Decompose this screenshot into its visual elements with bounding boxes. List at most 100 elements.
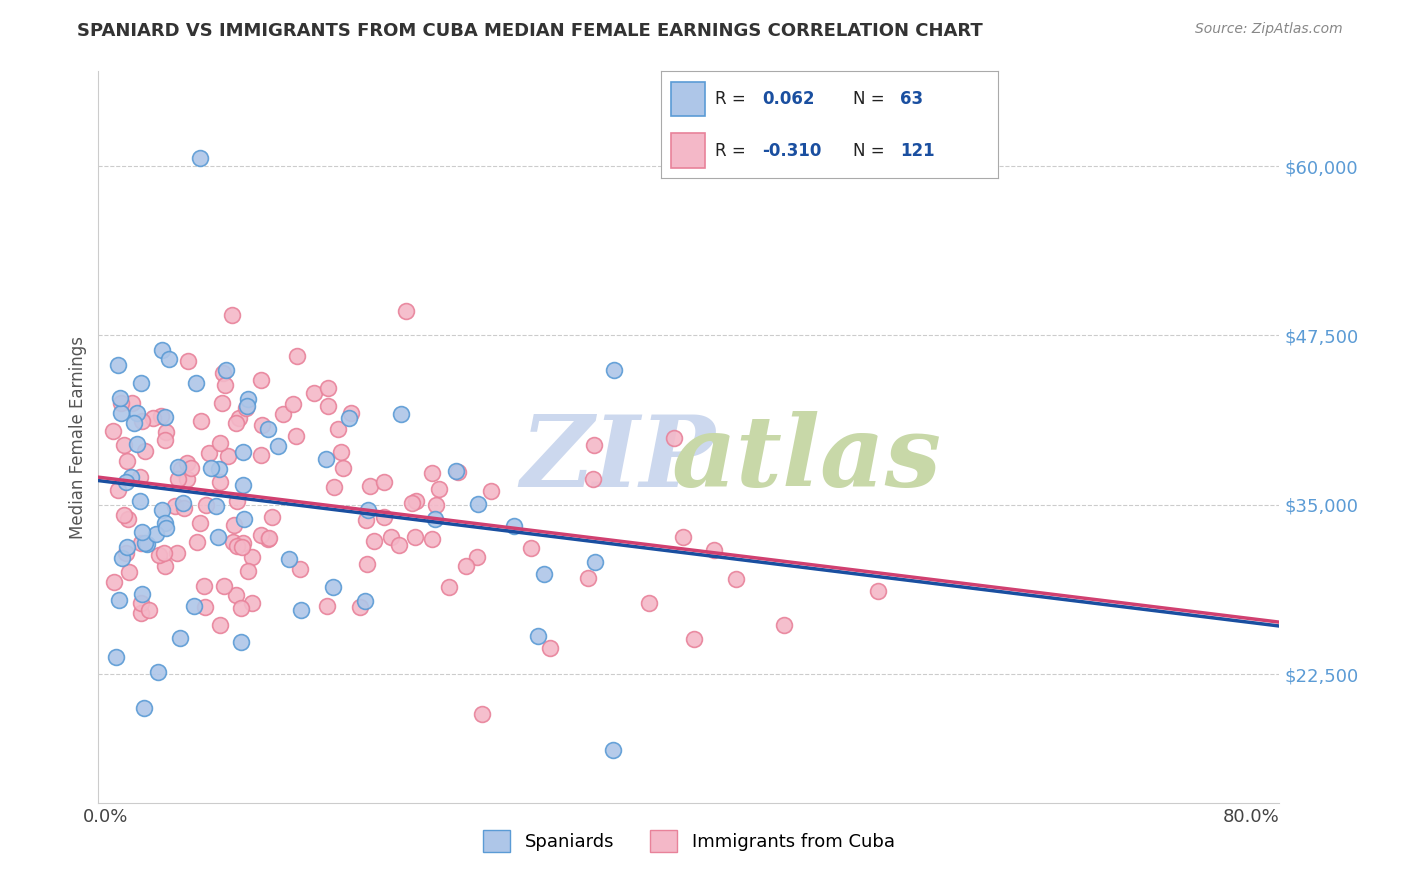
Point [454,559,477,574]
Point [322,581,344,595]
Point [166,546,188,560]
Text: R =: R = [714,90,751,108]
Point [226,494,249,508]
Point [117,565,139,579]
Point [190,414,212,428]
Point [153,558,176,573]
Point [357,503,380,517]
Point [176,456,198,470]
Point [207,530,229,544]
Point [121,396,143,410]
Point [166,472,188,486]
Point [401,496,423,510]
Point [183,599,205,613]
Point [150,343,173,358]
Point [180,460,202,475]
Point [110,406,132,420]
Point [373,475,395,489]
Point [420,466,443,480]
Point [267,439,290,453]
Point [257,422,280,436]
Point [145,526,167,541]
Bar [671,134,704,168]
Point [117,512,139,526]
Point [115,453,138,467]
Point [173,501,195,516]
Point [363,533,385,548]
Point [349,600,371,615]
Point [583,555,606,569]
Text: N =: N = [853,142,890,160]
Point [215,363,238,377]
Point [662,432,685,446]
Point [225,588,247,602]
Point [134,536,156,550]
Point [437,580,460,594]
Point [395,304,418,318]
Point [359,479,381,493]
Point [157,352,180,367]
Point [222,517,245,532]
Point [101,424,124,438]
Point [195,498,218,512]
Text: ZIP: ZIP [520,411,716,508]
Point [148,548,170,562]
Point [228,411,250,425]
Text: -0.310: -0.310 [762,142,821,160]
Point [150,502,173,516]
Point [232,445,254,459]
Point [107,358,129,372]
Point [773,618,796,632]
Bar [671,82,704,116]
Point [250,418,273,433]
Point [467,549,489,564]
Point [290,562,312,576]
Text: 121: 121 [900,142,935,160]
Point [110,396,132,410]
Point [125,406,148,420]
Point [188,516,211,530]
Point [115,546,138,560]
Point [112,508,135,522]
Point [602,743,624,757]
Point [582,472,605,486]
Point [112,438,135,452]
Point [285,429,308,443]
Point [177,354,200,368]
Point [576,571,599,585]
Point [153,516,176,531]
Point [132,701,155,715]
Point [155,425,177,439]
Text: N =: N = [853,90,890,108]
Point [167,459,190,474]
Point [285,350,308,364]
Point [725,573,748,587]
Point [153,410,176,425]
Point [420,532,443,546]
Point [323,480,346,494]
Point [222,534,245,549]
Text: R =: R = [714,142,751,160]
Point [427,482,450,496]
Point [186,534,208,549]
Point [250,373,273,387]
Point [340,406,363,420]
Point [131,525,153,540]
Point [316,381,339,395]
Point [120,470,142,484]
Point [354,513,377,527]
Point [866,584,889,599]
Point [672,530,695,544]
Point [214,378,236,392]
Point [193,579,215,593]
Point [467,497,489,511]
Point [278,552,301,566]
Point [194,599,217,614]
Point [134,443,156,458]
Point [256,533,278,547]
Point [354,594,377,608]
Point [111,551,134,566]
Point [527,629,550,643]
Point [107,483,129,497]
Point [226,540,249,554]
